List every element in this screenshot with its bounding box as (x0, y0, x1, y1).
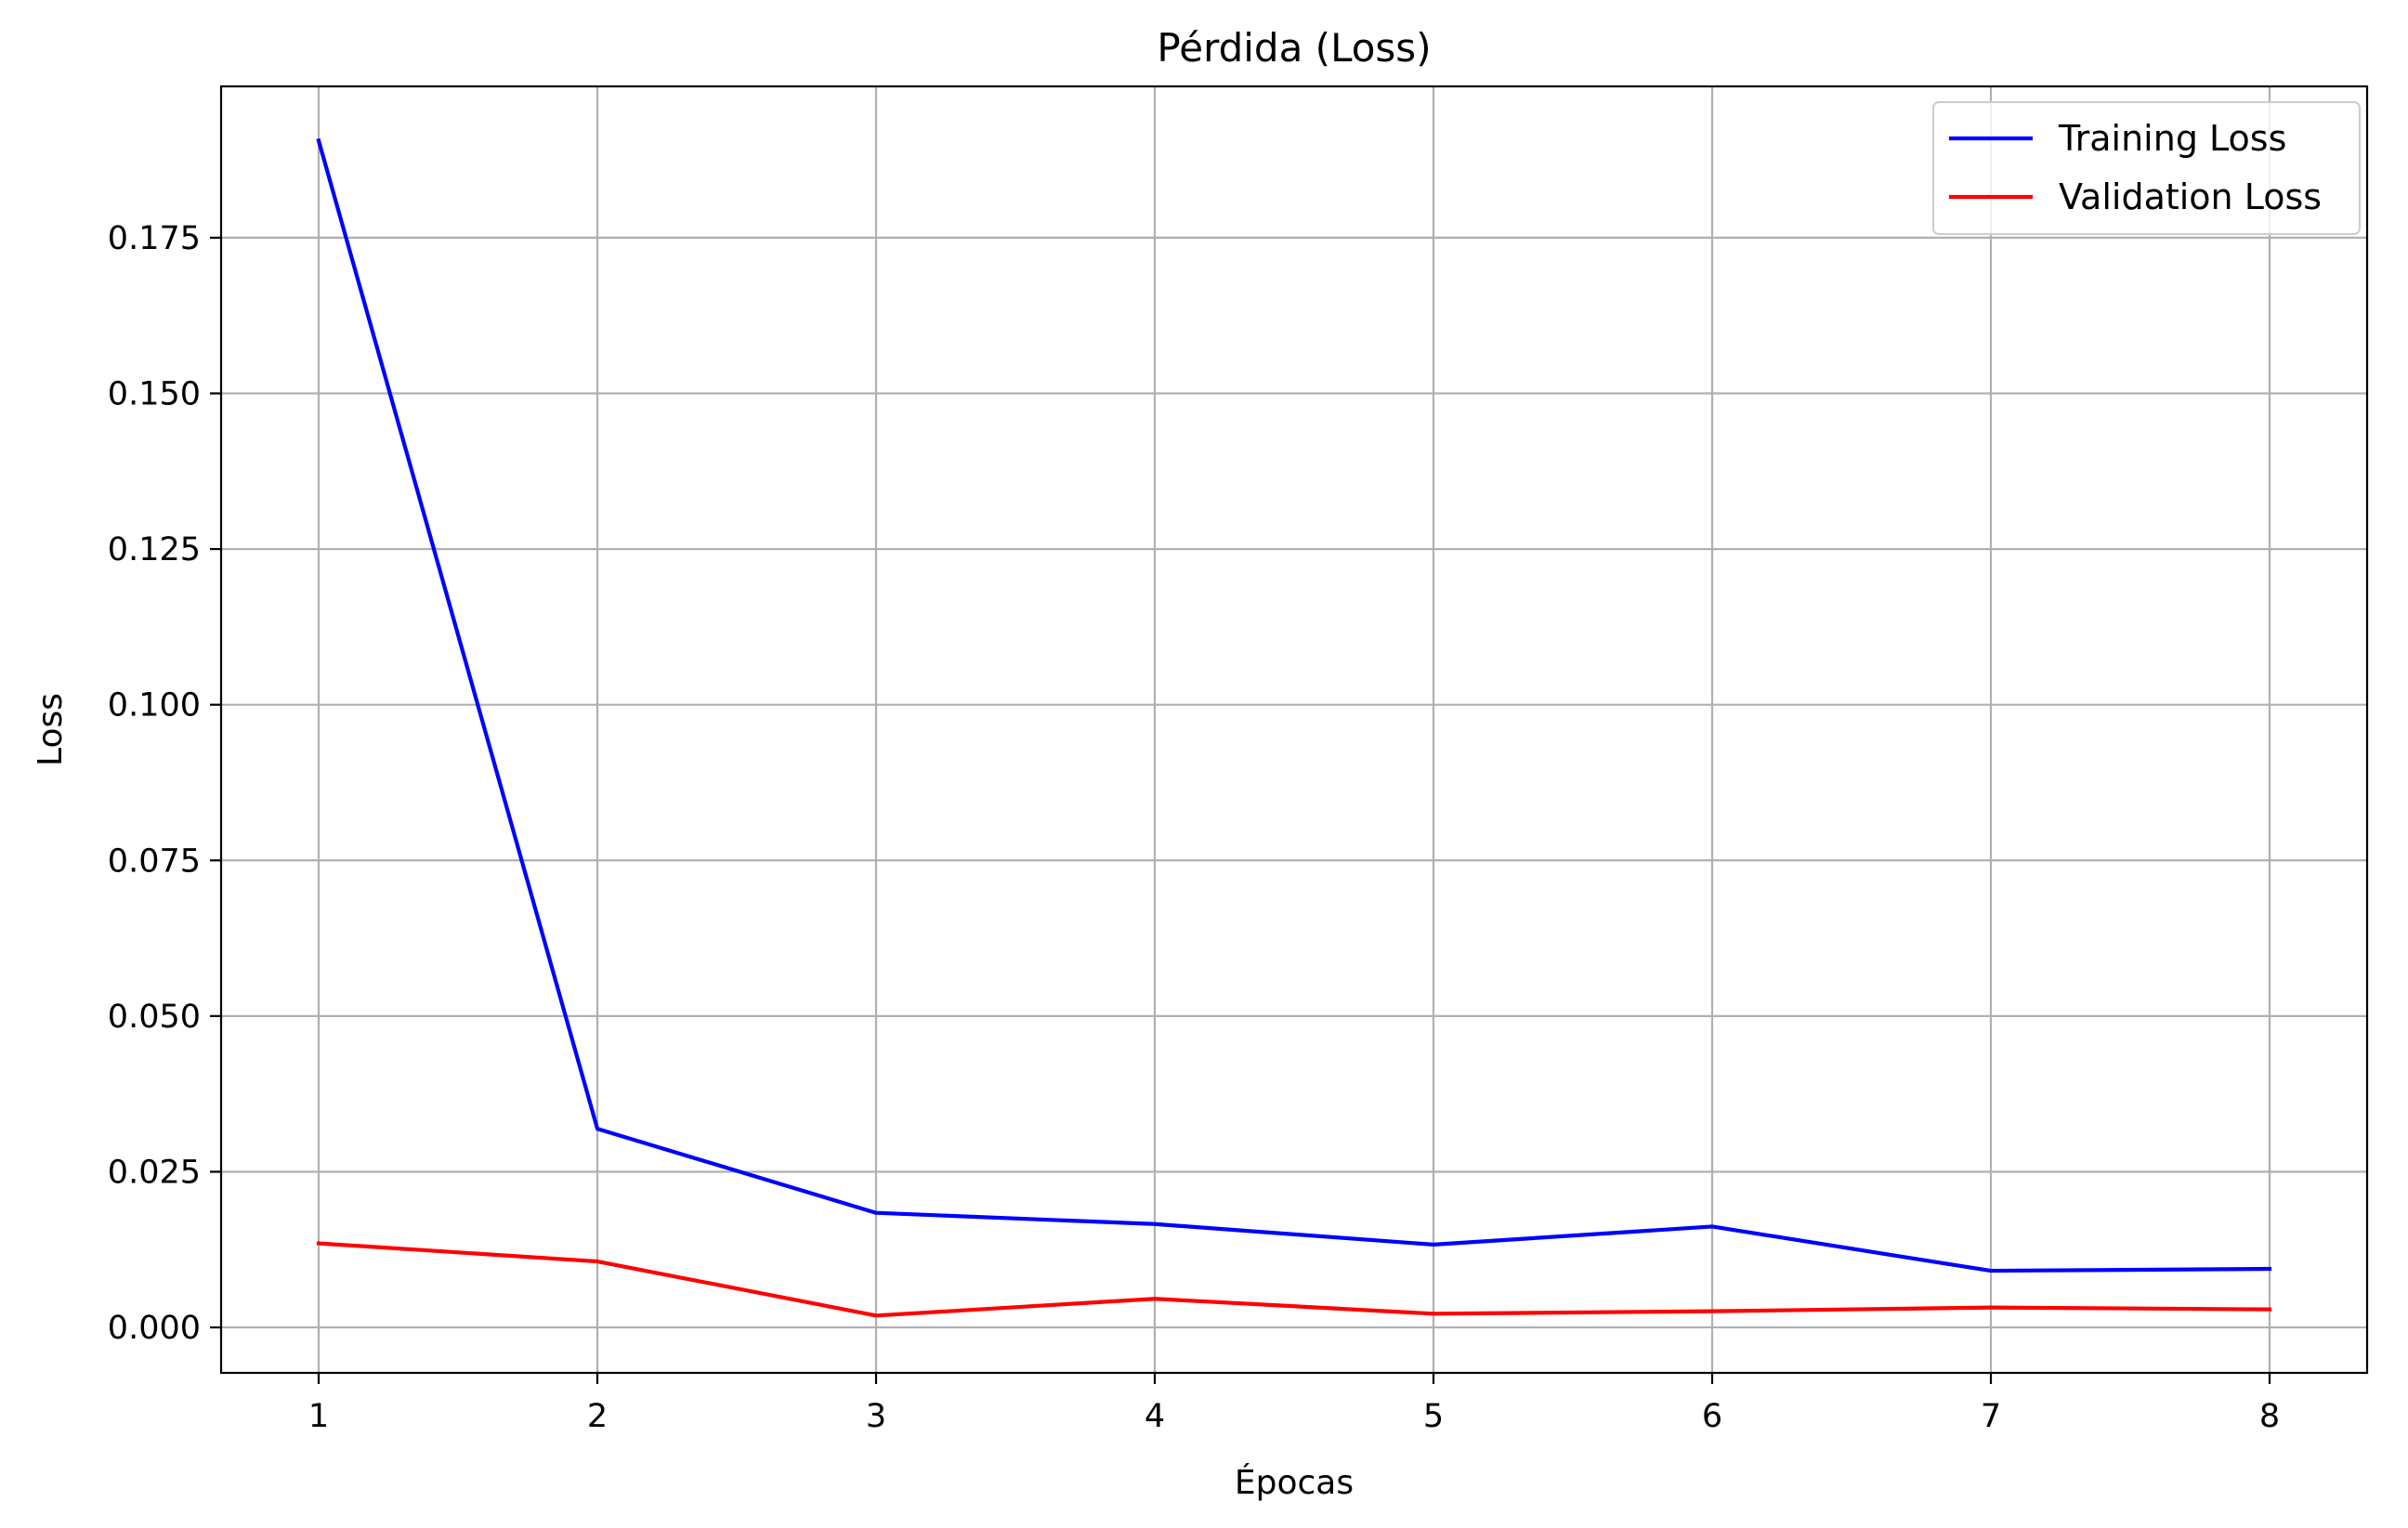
legend-box (1932, 101, 2361, 235)
x-tick-label: 4 (1145, 1398, 1165, 1435)
x-tick-label: 8 (2259, 1398, 2280, 1435)
x-tick-label: 3 (866, 1398, 886, 1435)
plot-frame (219, 85, 2369, 1375)
x-tick-label: 6 (1702, 1398, 1722, 1435)
y-tick-label: 0.000 (108, 1310, 201, 1347)
legend-label: Validation Loss (2059, 176, 2322, 217)
legend: Training Loss Validation Loss (1932, 101, 2361, 235)
y-tick-label: 0.125 (108, 531, 201, 568)
x-tick-label: 1 (308, 1398, 329, 1435)
series-line (316, 1241, 2272, 1318)
x-tick-label: 5 (1423, 1398, 1444, 1435)
x-tick-label: 2 (587, 1398, 608, 1435)
y-tick-label: 0.025 (108, 1154, 201, 1191)
x-axis-label: Épocas (1235, 1463, 1354, 1502)
y-tick-label: 0.100 (108, 687, 201, 725)
x-tick-label: 7 (1981, 1398, 2001, 1435)
y-tick-label: 0.050 (108, 999, 201, 1036)
series-line (316, 137, 2272, 1273)
grid-lines (221, 86, 2367, 1373)
y-tick-label: 0.150 (108, 375, 201, 412)
series-lines (316, 137, 2272, 1318)
chart-title: Pérdida (Loss) (1157, 25, 1431, 71)
legend-label: Training Loss (2058, 118, 2286, 159)
y-axis-label: Loss (32, 693, 70, 766)
y-tick-label: 0.175 (108, 220, 201, 257)
axis-ticks: 1 2 3 4 5 6 7 8 0.000 0.025 0.050 0.075 0.100 0.125 0.… (108, 220, 2280, 1435)
y-tick-label: 0.075 (108, 842, 201, 880)
